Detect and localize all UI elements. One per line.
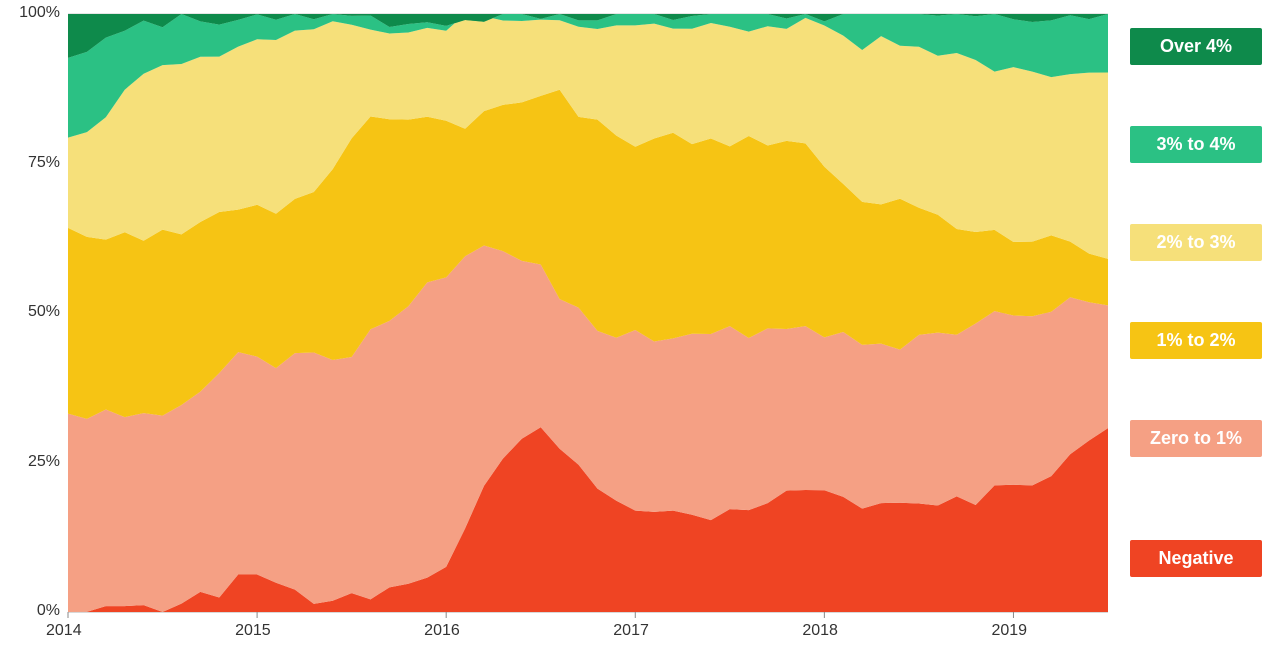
legend-label: Zero to 1% [1150, 428, 1242, 448]
legend-label: Negative [1158, 548, 1233, 568]
x-tick-label: 2018 [802, 622, 838, 640]
stacked-area-chart [0, 0, 1280, 653]
x-tick-label: 2017 [613, 622, 649, 640]
legend-label: 1% to 2% [1156, 330, 1235, 350]
y-tick-label: 75% [28, 154, 60, 172]
legend-item: Zero to 1% [1130, 420, 1262, 457]
y-tick-label: 0% [37, 602, 60, 620]
legend-label: 3% to 4% [1156, 134, 1235, 154]
x-tick-label: 2019 [991, 622, 1027, 640]
y-tick-label: 50% [28, 303, 60, 321]
legend-item: 2% to 3% [1130, 224, 1262, 261]
legend-item: Negative [1130, 540, 1262, 577]
legend-label: 2% to 3% [1156, 232, 1235, 252]
legend-item: Over 4% [1130, 28, 1262, 65]
x-tick-label: 2014 [46, 622, 82, 640]
legend-item: 1% to 2% [1130, 322, 1262, 359]
x-tick-label: 2015 [235, 622, 271, 640]
x-tick-label: 2016 [424, 622, 460, 640]
legend-item: 3% to 4% [1130, 126, 1262, 163]
y-tick-label: 25% [28, 453, 60, 471]
legend-label: Over 4% [1160, 36, 1232, 56]
y-tick-label: 100% [19, 4, 60, 22]
